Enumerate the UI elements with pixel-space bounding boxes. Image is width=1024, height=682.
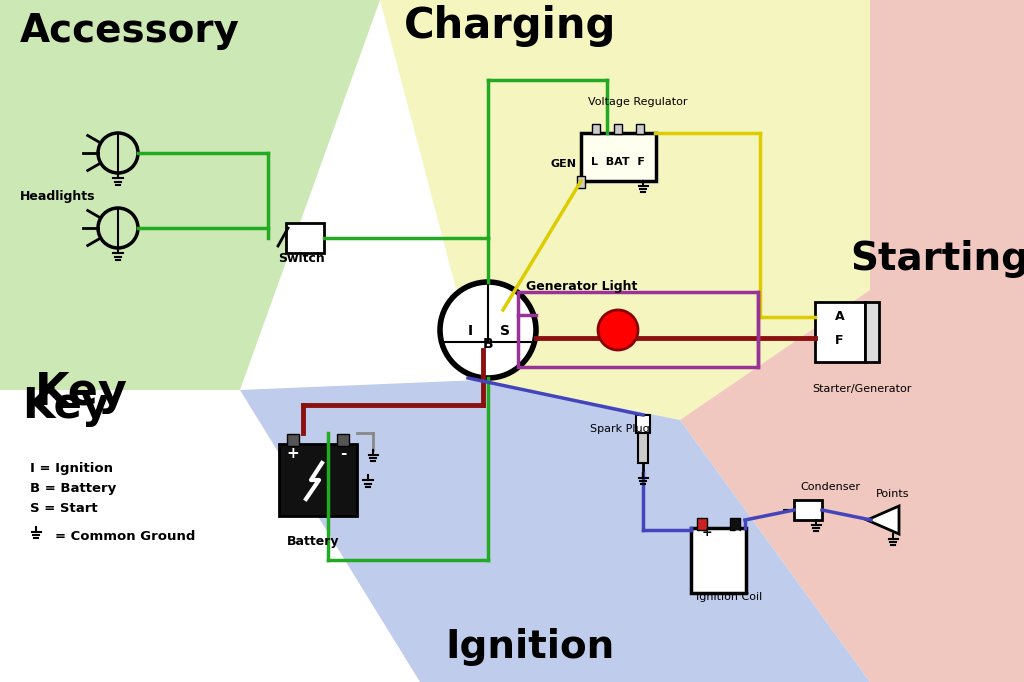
Polygon shape	[867, 506, 899, 534]
Text: B: B	[483, 337, 494, 351]
Text: = Common Ground: = Common Ground	[55, 530, 196, 543]
Text: I = Ignition: I = Ignition	[30, 462, 113, 475]
Bar	[815, 302, 865, 362]
Text: Battery: Battery	[287, 535, 340, 548]
Bar	[794, 500, 822, 520]
Bar	[577, 176, 585, 188]
Polygon shape	[680, 0, 1024, 682]
Text: L  BAT  F: L BAT F	[591, 157, 645, 167]
Text: -: -	[340, 446, 346, 461]
Polygon shape	[240, 380, 870, 682]
Text: Starter/Generator: Starter/Generator	[812, 384, 911, 394]
Text: Switch: Switch	[278, 252, 325, 265]
Bar	[518, 292, 758, 367]
Text: Voltage Regulator: Voltage Regulator	[588, 97, 687, 107]
Text: Ignition Coil: Ignition Coil	[696, 592, 762, 602]
Text: A: A	[835, 310, 845, 323]
Circle shape	[440, 282, 536, 378]
Circle shape	[598, 310, 638, 350]
Bar	[279, 444, 357, 516]
Bar	[696, 518, 707, 529]
Text: Key: Key	[22, 385, 109, 427]
Text: +: +	[287, 446, 299, 461]
Text: Condenser: Condenser	[800, 482, 860, 492]
Bar	[286, 223, 324, 253]
Text: Accessory: Accessory	[20, 12, 240, 50]
Text: Starting: Starting	[851, 240, 1024, 278]
Bar	[636, 124, 644, 134]
Text: I: I	[468, 324, 473, 338]
Bar	[287, 434, 299, 446]
Text: Spark Plug: Spark Plug	[590, 424, 650, 434]
Text: B = Battery: B = Battery	[30, 482, 117, 495]
Bar	[337, 434, 349, 446]
Bar	[729, 518, 739, 529]
Text: Key: Key	[35, 371, 128, 414]
Text: F: F	[835, 334, 844, 347]
Polygon shape	[0, 0, 380, 390]
Bar	[614, 124, 622, 134]
Polygon shape	[240, 0, 870, 420]
Text: -: -	[734, 526, 739, 539]
Text: Points: Points	[876, 489, 909, 499]
Text: +: +	[701, 526, 712, 539]
Bar	[636, 415, 650, 433]
Bar	[865, 302, 879, 362]
Text: Charging: Charging	[403, 5, 616, 47]
Bar	[690, 527, 745, 593]
Text: Ignition: Ignition	[445, 628, 614, 666]
Bar	[581, 133, 655, 181]
Bar	[592, 124, 600, 134]
Text: GEN: GEN	[551, 159, 577, 169]
Text: S = Start: S = Start	[30, 502, 97, 515]
Text: Generator Light: Generator Light	[526, 280, 637, 293]
Bar	[638, 433, 648, 463]
Polygon shape	[0, 390, 420, 682]
Text: Headlights: Headlights	[20, 190, 95, 203]
Text: S: S	[500, 324, 510, 338]
